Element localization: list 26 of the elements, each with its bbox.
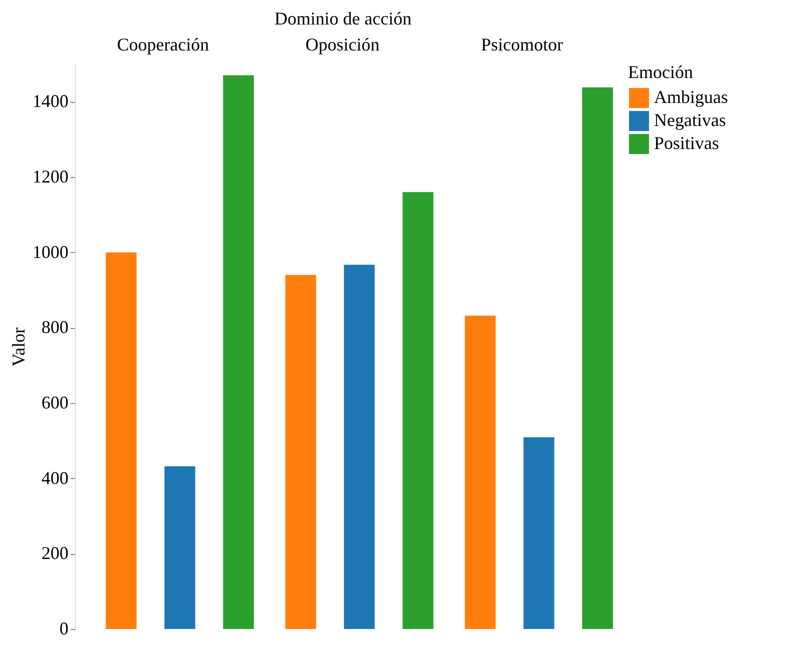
bar	[464, 316, 496, 629]
bar	[285, 274, 316, 629]
bar	[344, 264, 375, 629]
y-tick-label: 0	[60, 618, 68, 638]
legend-label: Ambiguas	[654, 87, 728, 107]
y-tick-label: 1000	[32, 242, 68, 262]
legend-label: Negativas	[654, 110, 726, 130]
bar	[223, 75, 254, 629]
legend-title: Emoción	[628, 62, 693, 82]
y-tick-label: 200	[42, 543, 68, 564]
bar	[402, 192, 434, 629]
y-tick-label: 1400	[32, 91, 68, 112]
y-tick-label: 1200	[32, 166, 68, 186]
x-tick-label: Cooperación	[116, 34, 209, 54]
y-tick-label: 800	[42, 317, 68, 338]
y-tick-label: 600	[42, 392, 68, 412]
x-tick-label: Psicomotor	[481, 34, 564, 54]
x-tick-label: Oposición	[306, 34, 380, 54]
x-axis-title: Dominio de acción	[274, 8, 412, 28]
y-axis-title: Valor	[8, 328, 28, 366]
bar	[582, 87, 613, 629]
bar	[523, 437, 554, 629]
bar	[106, 252, 137, 629]
y-tick-label: 400	[42, 468, 68, 488]
bar	[164, 466, 196, 629]
legend-label: Positivas	[654, 133, 720, 153]
